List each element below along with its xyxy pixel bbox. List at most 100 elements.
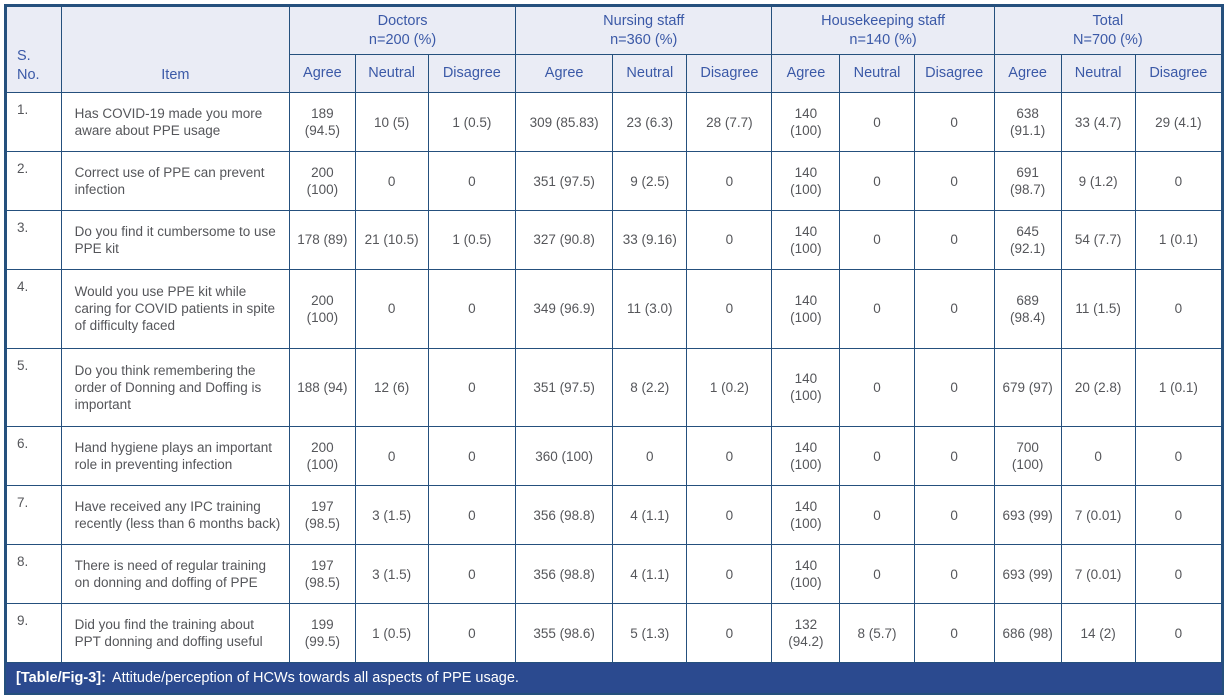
cell-value: 1 (0.5) (427, 92, 517, 153)
cell-value: 200 (100) (289, 151, 356, 211)
cell-value: 0 (1134, 151, 1223, 211)
cell-serial-number: 1. (6, 92, 62, 153)
cell-serial-number: 3. (6, 210, 62, 270)
cell-value: 8 (5.7) (839, 603, 915, 663)
cell-value: 0 (913, 603, 995, 663)
cell-value: 200 (100) (289, 268, 356, 349)
group-header-nursing-staff: Nursing staff n=360 (%) (515, 5, 773, 56)
cell-serial-number: 7. (6, 485, 62, 546)
cell-value: 0 (839, 210, 915, 270)
cell-value: 14 (2) (1060, 603, 1136, 663)
group-n: N=700 (%) (1073, 31, 1143, 48)
cell-value: 0 (1134, 544, 1223, 604)
group-n: n=200 (%) (368, 31, 437, 48)
cell-value: 10 (5) (354, 92, 429, 153)
cell-item-text: Did you find the training about PPT donn… (60, 603, 291, 663)
cell-value: 0 (612, 426, 688, 487)
group-name: Doctors (377, 13, 428, 29)
cell-value: 0 (913, 151, 995, 211)
cell-value: 0 (913, 347, 995, 428)
sno-label-line2: No. (17, 66, 40, 83)
cell-value: 0 (686, 426, 773, 487)
column-header-neutral: Neutral (839, 54, 915, 94)
cell-value: 9 (2.5) (612, 151, 688, 211)
cell-value: 140 (100) (771, 426, 841, 487)
cell-value: 189 (94.5) (289, 92, 356, 153)
column-header-agree: Agree (515, 54, 614, 94)
cell-value: 33 (4.7) (1060, 92, 1136, 153)
cell-value: 140 (100) (771, 92, 841, 153)
cell-value: 197 (98.5) (289, 485, 356, 546)
cell-value: 0 (427, 544, 517, 604)
table-row: 4. Would you use PPE kit while caring for… (6, 268, 1223, 349)
cell-value: 327 (90.8) (515, 210, 614, 270)
cell-value: 0 (913, 268, 995, 349)
cell-value: 355 (98.6) (515, 603, 614, 663)
cell-serial-number: 9. (6, 603, 62, 663)
cell-value: 700 (100) (993, 426, 1062, 487)
column-header-disagree: Disagree (427, 54, 517, 94)
cell-value: 351 (97.5) (515, 151, 614, 211)
table-header: S. No. Item Doctors n=200 (%) Nursing st… (6, 5, 1223, 94)
cell-value: 0 (427, 268, 517, 349)
cell-value: 178 (89) (289, 210, 356, 270)
group-n: n=360 (%) (610, 31, 678, 48)
cell-value: 0 (839, 544, 915, 604)
cell-value: 356 (98.8) (515, 485, 614, 546)
cell-value: 0 (1134, 485, 1223, 546)
cell-value: 29 (4.1) (1134, 92, 1223, 153)
cell-value: 0 (913, 426, 995, 487)
cell-value: 21 (10.5) (354, 210, 429, 270)
cell-value: 0 (1134, 268, 1223, 349)
cell-value: 140 (100) (771, 210, 841, 270)
cell-value: 140 (100) (771, 268, 841, 349)
cell-value: 0 (427, 603, 517, 663)
cell-value: 197 (98.5) (289, 544, 356, 604)
group-name: Nursing staff (603, 13, 685, 29)
cell-value: 0 (686, 151, 773, 211)
cell-value: 356 (98.8) (515, 544, 614, 604)
cell-value: 0 (354, 151, 429, 211)
cell-value: 0 (839, 151, 915, 211)
group-header-housekeeping-staff: Housekeeping staff n=140 (%) (771, 5, 995, 56)
table-row: 1. Has COVID-19 made you more aware about… (6, 92, 1223, 153)
cell-value: 0 (913, 92, 995, 153)
column-header-agree: Agree (289, 54, 356, 94)
cell-value: 0 (913, 544, 995, 604)
cell-value: 0 (913, 485, 995, 546)
cell-value: 200 (100) (289, 426, 356, 487)
column-header-neutral: Neutral (1060, 54, 1136, 94)
cell-item-text: Would you use PPE kit while caring for C… (60, 268, 291, 349)
cell-value: 3 (1.5) (354, 485, 429, 546)
cell-value: 0 (427, 426, 517, 487)
cell-value: 132 (94.2) (771, 603, 841, 663)
cell-value: 7 (0.01) (1060, 544, 1136, 604)
cell-value: 1 (0.5) (427, 210, 517, 270)
column-header-disagree: Disagree (686, 54, 773, 94)
cell-value: 693 (99) (993, 485, 1062, 546)
cell-value: 0 (1134, 603, 1223, 663)
cell-value: 0 (839, 92, 915, 153)
cell-value: 638 (91.1) (993, 92, 1062, 153)
table-row: 9. Did you find the training about PPT do… (6, 603, 1223, 663)
cell-value: 5 (1.3) (612, 603, 688, 663)
cell-value: 3 (1.5) (354, 544, 429, 604)
cell-value: 20 (2.8) (1060, 347, 1136, 428)
table-row: 8. There is need of regular training on d… (6, 544, 1223, 604)
column-header-neutral: Neutral (612, 54, 688, 94)
column-header-agree: Agree (993, 54, 1062, 94)
cell-item-text: Hand hygiene plays an important role in … (60, 426, 291, 487)
cell-value: 0 (354, 426, 429, 487)
cell-value: 140 (100) (771, 544, 841, 604)
cell-value: 0 (839, 426, 915, 487)
survey-table: S. No. Item Doctors n=200 (%) Nursing st… (6, 5, 1223, 663)
caption-text: Attitude/perception of HCWs towards all … (111, 670, 519, 686)
cell-item-text: Has COVID-19 made you more aware about P… (60, 92, 291, 153)
table-caption: [Table/Fig-3]: Attitude/perception of HC… (6, 663, 1222, 693)
cell-value: 0 (839, 347, 915, 428)
cell-serial-number: 6. (6, 426, 62, 487)
cell-value: 188 (94) (289, 347, 356, 428)
cell-value: 0 (427, 151, 517, 211)
cell-value: 54 (7.7) (1060, 210, 1136, 270)
cell-value: 8 (2.2) (612, 347, 688, 428)
